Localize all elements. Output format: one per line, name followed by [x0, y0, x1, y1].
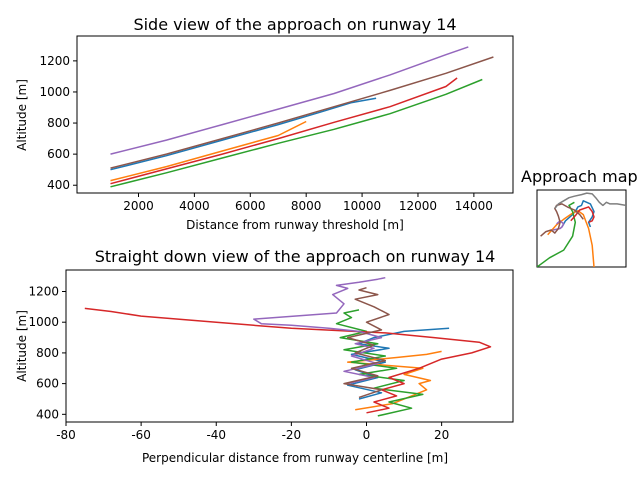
series-line-track-4	[84, 307, 492, 414]
series-line-track-6	[110, 56, 494, 169]
side-view-chart: Side view of the approach on runway 14 2…	[15, 15, 514, 232]
x-tick-label: 20	[434, 428, 449, 442]
y-tick-label: 1200	[39, 54, 70, 68]
series-line-track-6	[540, 203, 584, 237]
series-line-track-5	[110, 46, 469, 155]
side-view-y-label: Altitude [m]	[15, 79, 29, 151]
x-tick-label: 2000	[123, 199, 154, 213]
down-view-title: Straight down view of the approach on ru…	[95, 247, 496, 266]
x-tick-label: -40	[206, 428, 226, 442]
y-tick-label: 1000	[28, 315, 59, 329]
x-tick-label: 14000	[455, 199, 493, 213]
approach-map-lines	[537, 192, 626, 267]
series-line-track-3	[335, 309, 424, 417]
x-tick-label: 8000	[291, 199, 322, 213]
x-tick-label: -80	[56, 428, 76, 442]
side-view-y-ticks: 400 600 800 1000 1200	[39, 54, 77, 192]
y-tick-label: 1200	[28, 284, 59, 298]
x-tick-label: -60	[131, 428, 151, 442]
series-line-track-2	[110, 120, 307, 182]
y-tick-label: 800	[47, 116, 70, 130]
y-tick-label: 400	[36, 407, 59, 421]
x-tick-label: 10000	[343, 199, 381, 213]
series-line-track-6	[343, 286, 390, 399]
approach-map-frame	[536, 189, 627, 268]
series-line-track-2	[547, 210, 595, 267]
x-tick-label: 4000	[179, 199, 210, 213]
side-view-x-label: Distance from runway threshold [m]	[186, 218, 404, 232]
x-tick-label: -20	[282, 428, 302, 442]
side-view-plot-area	[76, 35, 514, 194]
y-tick-label: 800	[36, 346, 59, 360]
y-tick-label: 1000	[39, 85, 70, 99]
down-view-x-ticks: -80 -60 -40 -20 0 20	[56, 422, 449, 442]
side-view-lines	[110, 46, 494, 188]
approach-map: Approach map	[521, 167, 638, 268]
down-view-plot-area	[65, 269, 514, 423]
series-line-gray-track	[554, 192, 626, 209]
y-tick-label: 400	[47, 178, 70, 192]
x-tick-label: 6000	[235, 199, 266, 213]
series-line-track-4	[110, 77, 458, 185]
down-view-y-label: Altitude [m]	[15, 310, 29, 382]
series-line-track-3	[537, 201, 577, 267]
y-tick-label: 600	[36, 377, 59, 391]
series-line-track-1	[561, 200, 595, 228]
series-line-track-2	[346, 350, 442, 411]
side-view-x-ticks: 2000 4000 6000 8000 10000 12000 14000	[123, 193, 493, 213]
y-tick-label: 600	[47, 147, 70, 161]
x-tick-label: 12000	[399, 199, 437, 213]
series-line-track-4	[570, 206, 595, 223]
series-line-track-3	[110, 78, 483, 188]
down-view-chart: Straight down view of the approach on ru…	[15, 247, 514, 465]
side-view-title: Side view of the approach on runway 14	[133, 15, 456, 34]
series-line-track-1	[110, 97, 377, 171]
series-line-track-5	[253, 276, 386, 385]
approach-map-title: Approach map	[521, 167, 638, 186]
down-view-lines	[84, 276, 492, 417]
down-view-x-label: Perpendicular distance from runway cente…	[142, 451, 448, 465]
x-tick-label: 0	[363, 428, 371, 442]
down-view-y-ticks: 400 600 800 1000 1200	[28, 284, 66, 421]
